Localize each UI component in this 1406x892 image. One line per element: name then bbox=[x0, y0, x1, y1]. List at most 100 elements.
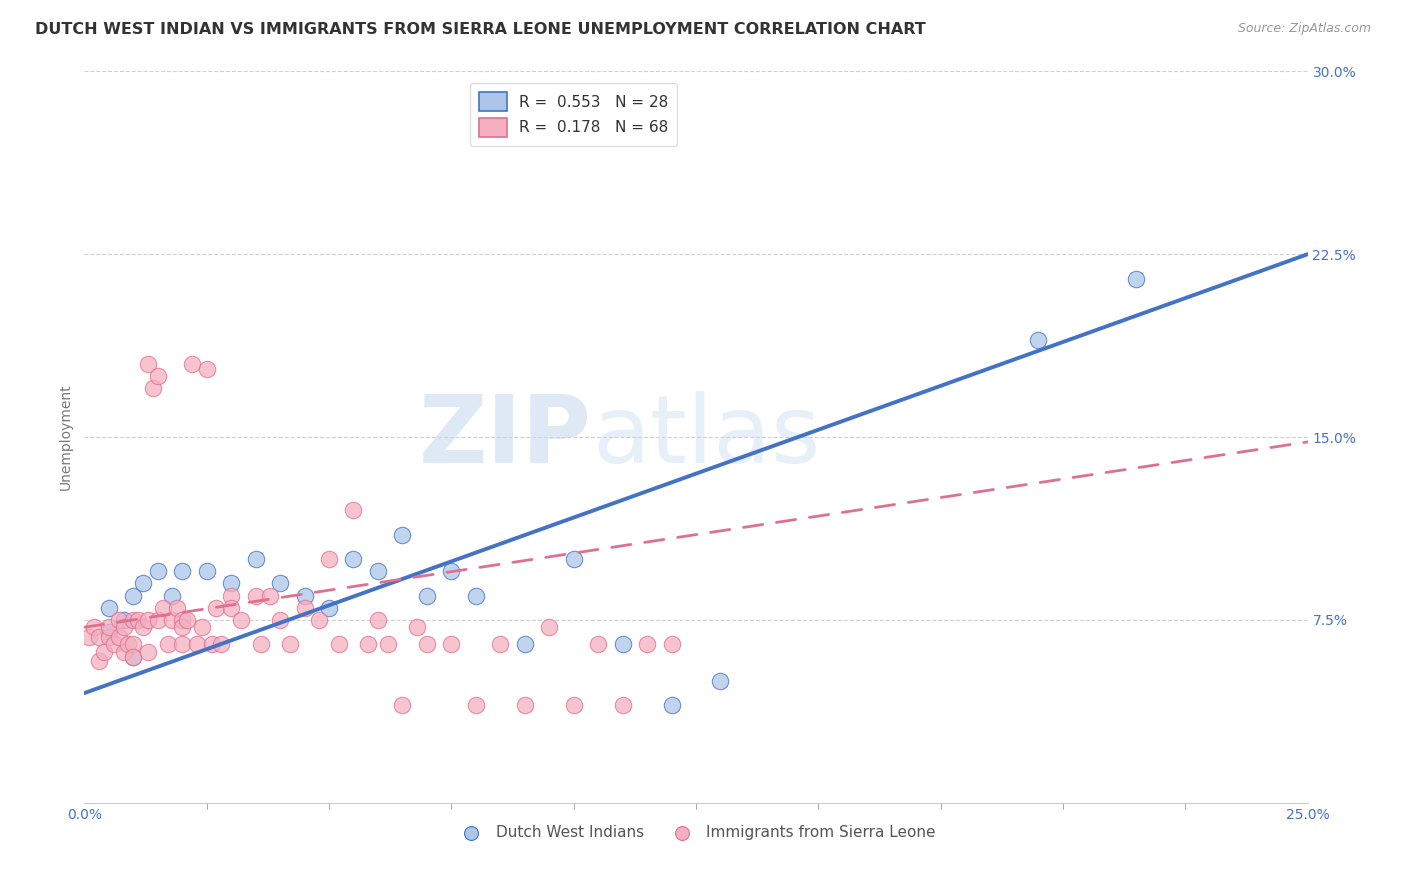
Point bbox=[97, 620, 120, 634]
Point bbox=[513, 637, 536, 651]
Point bbox=[146, 613, 169, 627]
Point bbox=[83, 620, 105, 634]
Y-axis label: Unemployment: Unemployment bbox=[59, 384, 73, 491]
Point bbox=[117, 637, 139, 651]
Point bbox=[112, 645, 135, 659]
Point bbox=[440, 564, 463, 578]
Point bbox=[464, 589, 486, 603]
Point bbox=[538, 620, 561, 634]
Point bbox=[186, 637, 208, 651]
Text: Source: ZipAtlas.com: Source: ZipAtlas.com bbox=[1237, 22, 1371, 36]
Point bbox=[93, 645, 115, 659]
Point bbox=[122, 589, 145, 603]
Point bbox=[142, 381, 165, 395]
Point bbox=[661, 698, 683, 713]
Point bbox=[162, 589, 184, 603]
Point bbox=[107, 630, 129, 644]
Point bbox=[249, 637, 271, 651]
Point bbox=[127, 613, 149, 627]
Point bbox=[132, 620, 155, 634]
Point bbox=[416, 589, 439, 603]
Point bbox=[294, 589, 316, 603]
Point bbox=[391, 698, 413, 713]
Point bbox=[156, 637, 179, 651]
Point bbox=[172, 613, 194, 627]
Point bbox=[103, 637, 125, 651]
Point bbox=[205, 600, 228, 615]
Point bbox=[219, 576, 242, 591]
Point bbox=[97, 630, 120, 644]
Point bbox=[195, 361, 218, 376]
Point bbox=[1028, 333, 1050, 347]
Point bbox=[219, 600, 242, 615]
Point bbox=[367, 613, 389, 627]
Point bbox=[107, 613, 129, 627]
Point bbox=[612, 637, 634, 651]
Point bbox=[176, 613, 198, 627]
Point bbox=[636, 637, 658, 651]
Point bbox=[586, 637, 609, 651]
Point bbox=[191, 620, 214, 634]
Point bbox=[122, 649, 145, 664]
Point bbox=[219, 589, 242, 603]
Point bbox=[489, 637, 512, 651]
Point bbox=[172, 637, 194, 651]
Point bbox=[229, 613, 252, 627]
Point bbox=[269, 576, 291, 591]
Point bbox=[136, 613, 159, 627]
Point bbox=[377, 637, 399, 651]
Point bbox=[269, 613, 291, 627]
Point bbox=[87, 654, 110, 668]
Point bbox=[562, 698, 585, 713]
Text: atlas: atlas bbox=[592, 391, 820, 483]
Point bbox=[513, 698, 536, 713]
Point bbox=[416, 637, 439, 651]
Point bbox=[181, 357, 204, 371]
Point bbox=[112, 620, 135, 634]
Text: ZIP: ZIP bbox=[419, 391, 592, 483]
Point bbox=[342, 552, 364, 566]
Point bbox=[278, 637, 301, 651]
Legend: Dutch West Indians, Immigrants from Sierra Leone: Dutch West Indians, Immigrants from Sier… bbox=[450, 819, 942, 847]
Point bbox=[200, 637, 222, 651]
Point bbox=[245, 552, 267, 566]
Point bbox=[342, 503, 364, 517]
Point bbox=[152, 600, 174, 615]
Point bbox=[146, 369, 169, 384]
Point bbox=[136, 645, 159, 659]
Point bbox=[318, 552, 340, 566]
Point bbox=[122, 637, 145, 651]
Point bbox=[294, 600, 316, 615]
Text: DUTCH WEST INDIAN VS IMMIGRANTS FROM SIERRA LEONE UNEMPLOYMENT CORRELATION CHART: DUTCH WEST INDIAN VS IMMIGRANTS FROM SIE… bbox=[35, 22, 927, 37]
Point bbox=[97, 625, 120, 640]
Point bbox=[172, 564, 194, 578]
Point bbox=[357, 637, 380, 651]
Point bbox=[440, 637, 463, 651]
Point bbox=[132, 576, 155, 591]
Point bbox=[612, 698, 634, 713]
Point bbox=[77, 630, 100, 644]
Point bbox=[112, 613, 135, 627]
Point bbox=[172, 620, 194, 634]
Point bbox=[318, 600, 340, 615]
Point bbox=[464, 698, 486, 713]
Point bbox=[166, 600, 188, 615]
Point bbox=[136, 357, 159, 371]
Point bbox=[245, 589, 267, 603]
Point bbox=[146, 564, 169, 578]
Point bbox=[122, 613, 145, 627]
Point bbox=[391, 527, 413, 541]
Point bbox=[308, 613, 330, 627]
Point bbox=[1125, 271, 1147, 285]
Point bbox=[122, 649, 145, 664]
Point bbox=[209, 637, 232, 651]
Point bbox=[367, 564, 389, 578]
Point bbox=[562, 552, 585, 566]
Point bbox=[195, 564, 218, 578]
Point bbox=[162, 613, 184, 627]
Point bbox=[87, 630, 110, 644]
Point bbox=[406, 620, 429, 634]
Point bbox=[97, 600, 120, 615]
Point bbox=[709, 673, 731, 688]
Point bbox=[259, 589, 281, 603]
